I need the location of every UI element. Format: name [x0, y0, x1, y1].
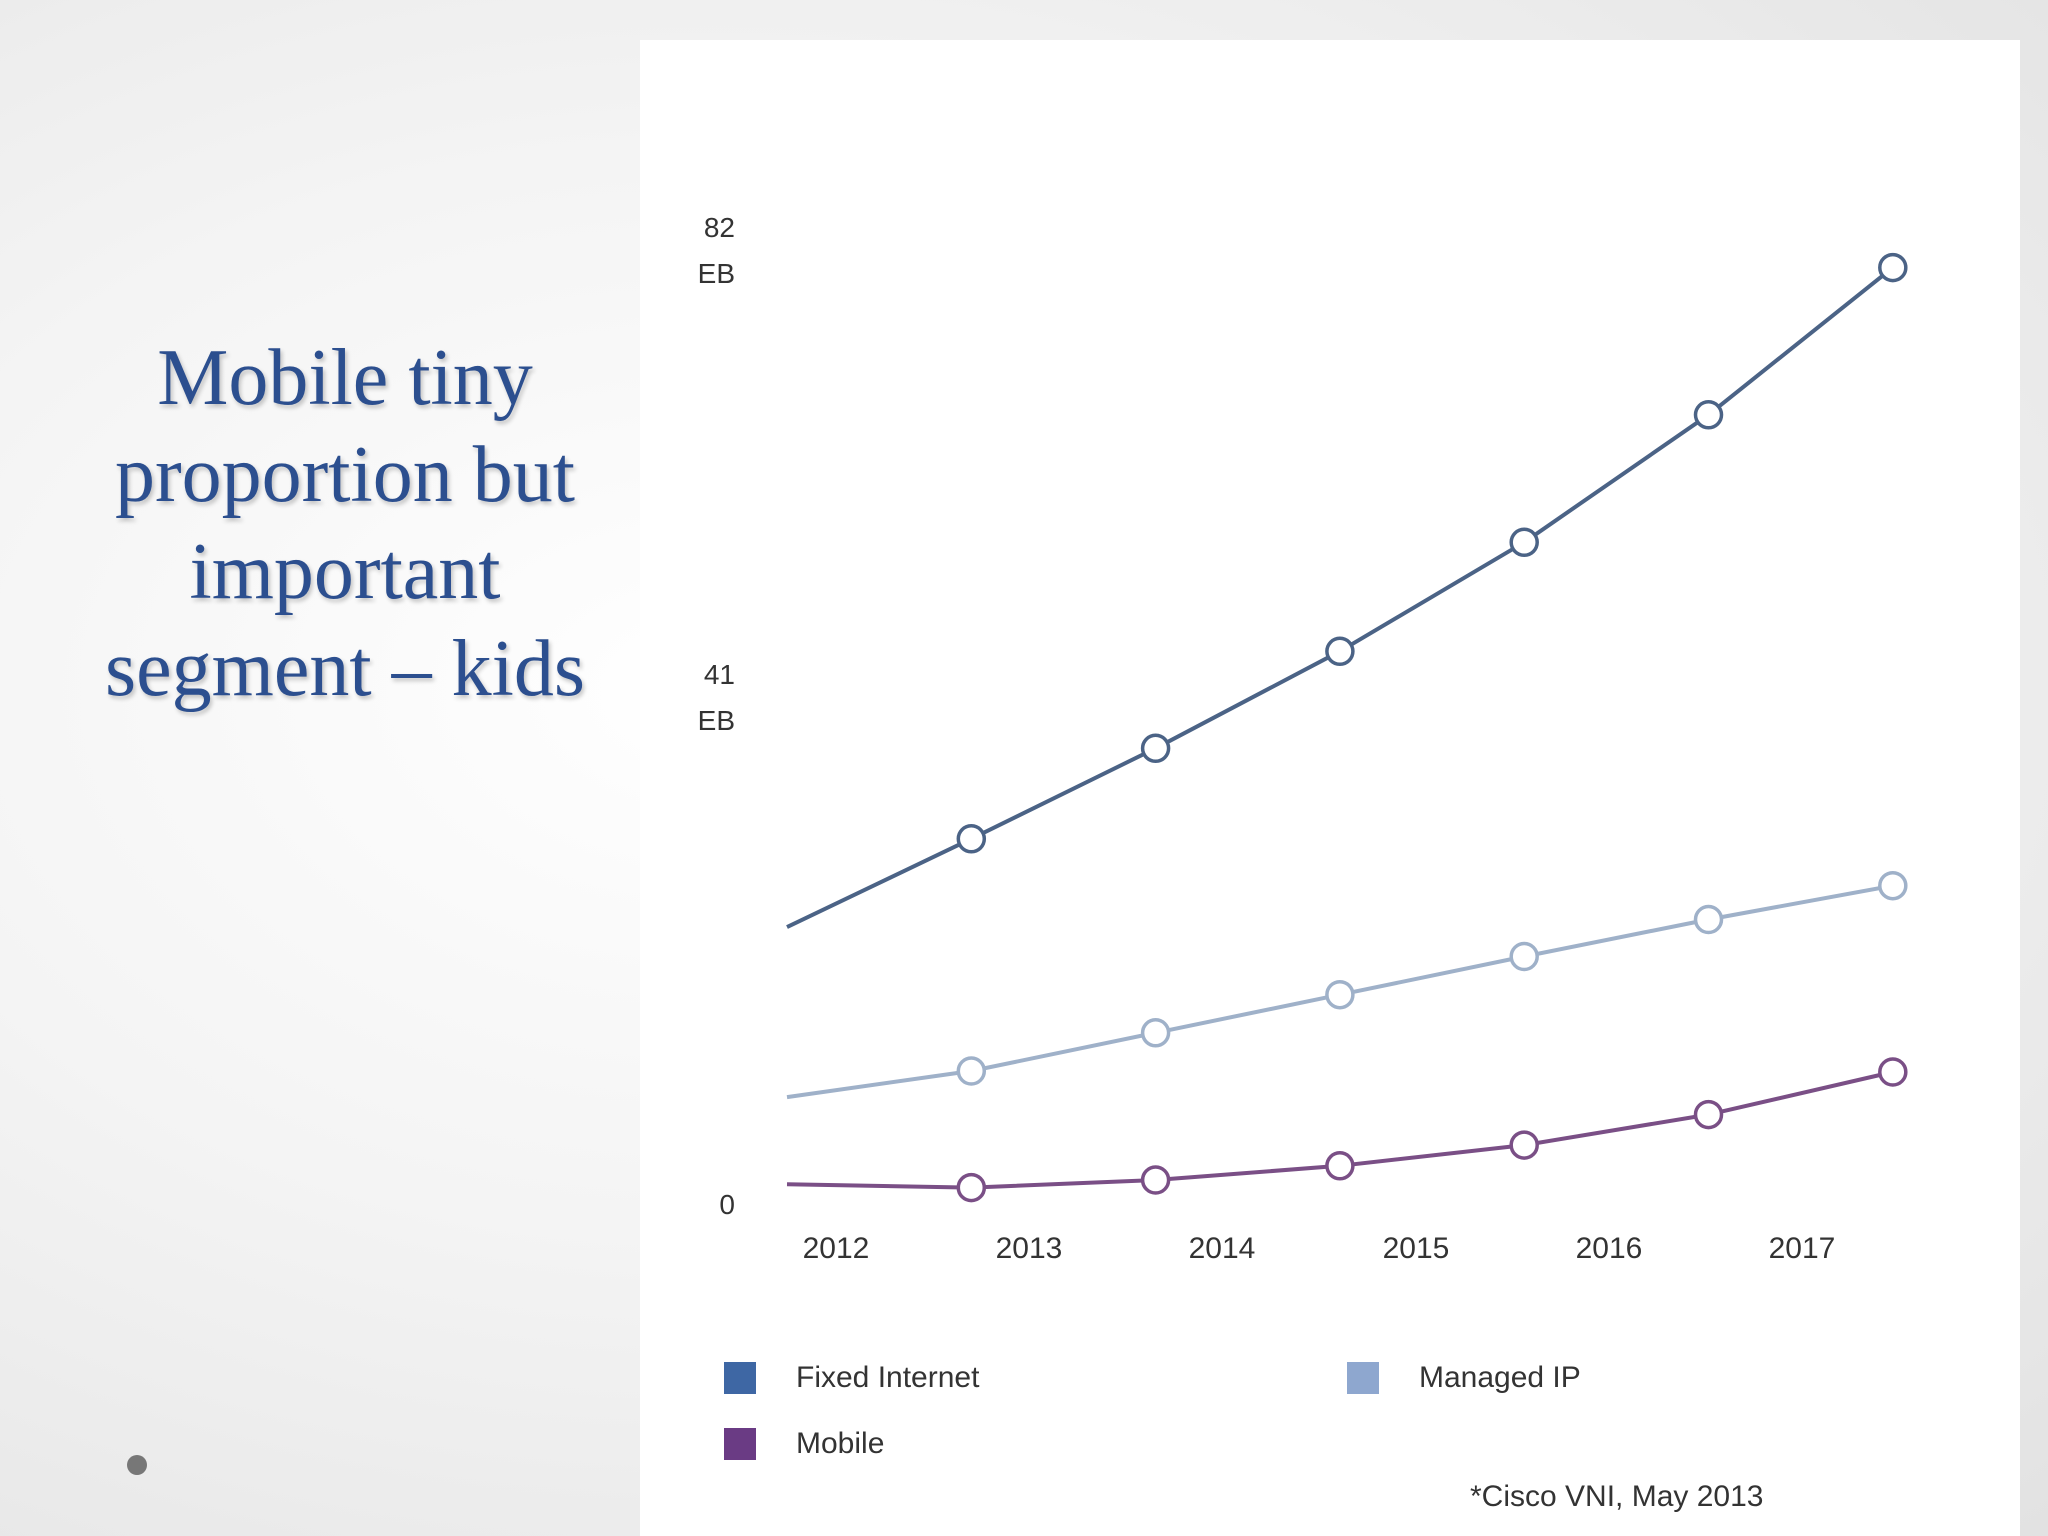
- data-point-managed-ip-4: [1509, 941, 1539, 972]
- y-tick-label-82: 82 EB: [697, 212, 735, 289]
- legend-item-mobile: Mobile: [724, 1427, 884, 1461]
- data-point-mobile-6: [1878, 1057, 1908, 1087]
- data-point-managed-ip-2: [1140, 1018, 1171, 1048]
- x-tick-label-2014: 2014: [1188, 1232, 1256, 1265]
- legend-label-fixed-internet: Fixed Internet: [796, 1361, 980, 1394]
- data-point-fixed-internet-6: [1878, 252, 1908, 283]
- x-tick-label-2013: 2013: [995, 1232, 1063, 1265]
- data-point-fixed-internet-2: [1140, 733, 1171, 764]
- data-point-fixed-internet-5: [1693, 400, 1724, 430]
- chart-panel: 82 EB 41 EB 0 2012 2013 2014 2015 2016 2…: [640, 40, 2020, 1536]
- data-point-mobile-5: [1693, 1099, 1724, 1130]
- data-point-managed-ip-5: [1693, 904, 1724, 935]
- legend-label-mobile: Mobile: [796, 1427, 885, 1460]
- y-tick-label-0: 0: [719, 1189, 735, 1220]
- legend-label-managed-ip: Managed IP: [1419, 1361, 1581, 1394]
- legend-swatch-managed-ip: [1347, 1362, 1379, 1394]
- data-point-mobile-4: [1509, 1130, 1539, 1160]
- data-point-fixed-internet-4: [1509, 527, 1539, 558]
- legend-swatch-mobile: [724, 1428, 756, 1460]
- x-tick-label-2016: 2016: [1575, 1232, 1643, 1265]
- data-point-fixed-internet-1: [956, 824, 987, 854]
- y-tick-label-41: 41 EB: [697, 659, 735, 736]
- data-point-mobile-3: [1325, 1151, 1355, 1181]
- data-point-managed-ip-1: [956, 1056, 987, 1086]
- data-point-mobile-1: [956, 1172, 987, 1203]
- data-point-fixed-internet-3: [1325, 636, 1355, 667]
- x-tick-label-2015: 2015: [1382, 1232, 1450, 1265]
- data-point-mobile-2: [1140, 1165, 1171, 1195]
- source-note: *Cisco VNI, May 2013: [1470, 1480, 1764, 1513]
- bullet-dot: [127, 1455, 147, 1475]
- data-point-managed-ip-6: [1878, 870, 1908, 901]
- slide-title: Mobile tiny proportion but important seg…: [105, 334, 585, 713]
- legend-item-fixed-internet: Fixed Internet: [724, 1361, 979, 1395]
- x-tick-label-2012: 2012: [802, 1232, 870, 1265]
- x-tick-label-2017: 2017: [1768, 1232, 1836, 1265]
- legend-swatch-fixed-internet: [724, 1362, 756, 1394]
- line-chart: [786, 252, 1908, 1203]
- legend-item-managed-ip: Managed IP: [1347, 1361, 1581, 1395]
- series-line-fixed-internet: [786, 266, 1895, 929]
- data-point-managed-ip-3: [1325, 979, 1355, 1010]
